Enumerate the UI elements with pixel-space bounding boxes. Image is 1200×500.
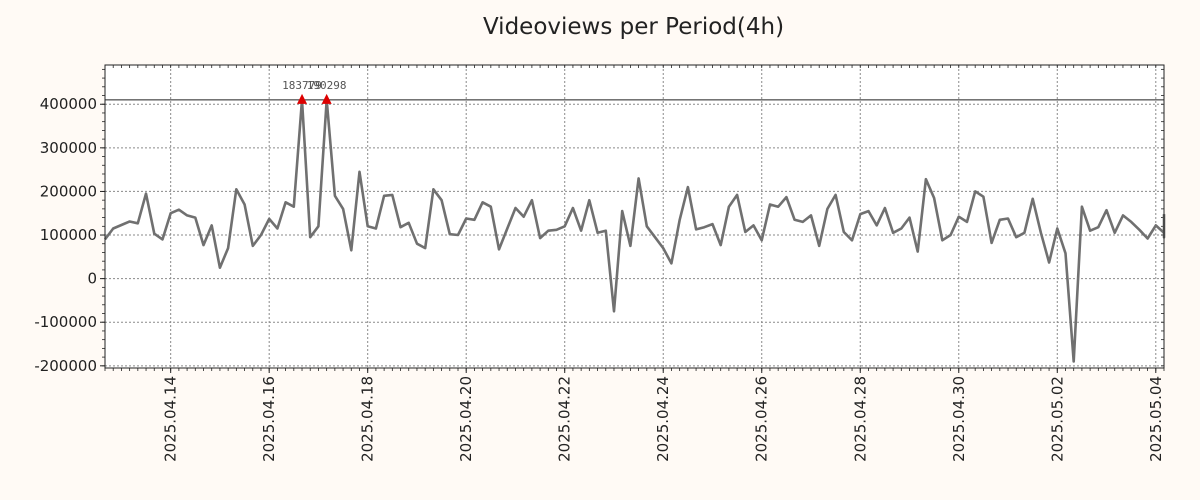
peak-marker xyxy=(321,93,332,104)
x-tick-label: 2025.04.18 xyxy=(359,376,377,462)
x-tick-label: 2025.04.26 xyxy=(753,376,771,462)
x-tick-label: 2025.04.24 xyxy=(654,376,672,462)
y-tick-label: 200000 xyxy=(40,182,97,200)
y-tick-label: -100000 xyxy=(34,313,97,331)
y-tick-label: 400000 xyxy=(40,95,97,113)
y-tick-label: 300000 xyxy=(40,139,97,157)
plot-frame xyxy=(104,64,1165,369)
peak-label: 190298 xyxy=(307,79,347,92)
chart-title: Videoviews per Period(4h) xyxy=(482,14,785,40)
y-tick-label: 100000 xyxy=(40,226,97,244)
peak-marker xyxy=(297,93,308,104)
x-tick-label: 2025.04.30 xyxy=(950,376,968,462)
x-tick-label: 2025.04.14 xyxy=(162,376,180,462)
x-tick-label: 2025.04.20 xyxy=(457,376,475,462)
y-tick-label: -200000 xyxy=(34,357,97,375)
x-tick-label: 2025.04.16 xyxy=(260,376,278,462)
y-tick-label: 0 xyxy=(87,270,97,288)
x-tick-label: 2025.05.02 xyxy=(1048,376,1066,462)
peak-label: 183779 xyxy=(282,79,322,92)
x-tick-label: 2025.04.28 xyxy=(851,376,869,462)
x-tick-label: 2025.05.04 xyxy=(1147,376,1165,462)
x-tick-label: 2025.04.22 xyxy=(556,376,574,462)
series-line xyxy=(103,98,1166,363)
